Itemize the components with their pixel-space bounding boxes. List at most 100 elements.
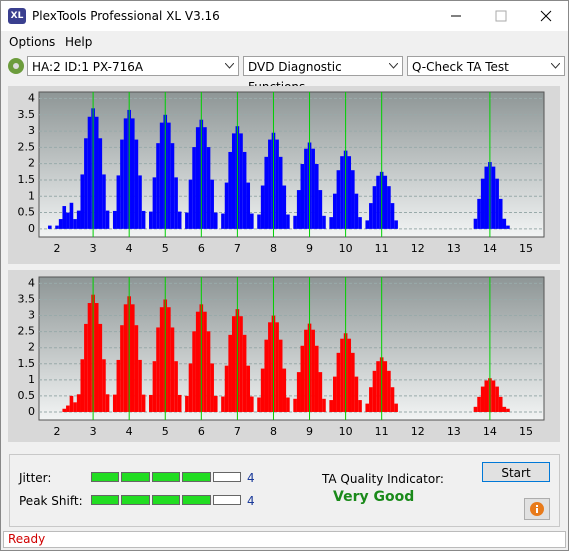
y-tick-label: 1 bbox=[28, 189, 35, 202]
bar bbox=[275, 139, 279, 229]
bar bbox=[141, 394, 146, 412]
status-bar: Ready bbox=[3, 531, 566, 548]
peak-shift-gauge bbox=[91, 495, 242, 505]
bar bbox=[210, 179, 214, 229]
bar bbox=[98, 138, 103, 229]
bar bbox=[293, 398, 297, 412]
bar bbox=[116, 359, 121, 412]
y-tick-label: 0 bbox=[28, 405, 35, 418]
bar bbox=[112, 394, 117, 412]
bar bbox=[87, 116, 92, 229]
ta-label: TA Quality Indicator: bbox=[322, 472, 444, 486]
bar bbox=[390, 387, 395, 412]
bar bbox=[123, 118, 128, 229]
drive-select[interactable]: HA:2 ID:1 PX-716A bbox=[27, 56, 239, 76]
start-button[interactable]: Start bbox=[482, 462, 550, 482]
y-tick-label: 0.5 bbox=[18, 389, 36, 402]
x-tick-label: 13 bbox=[447, 425, 461, 438]
bar bbox=[383, 175, 388, 229]
bar bbox=[224, 365, 229, 412]
bar bbox=[228, 151, 232, 229]
bar bbox=[311, 329, 315, 412]
bar bbox=[87, 303, 92, 412]
bar bbox=[336, 170, 341, 229]
bar bbox=[329, 217, 333, 229]
bar bbox=[159, 307, 164, 412]
x-tick-label: 4 bbox=[126, 242, 133, 255]
bar bbox=[112, 210, 117, 229]
bar bbox=[473, 218, 478, 229]
bar bbox=[242, 334, 247, 412]
gauge-segment bbox=[151, 472, 181, 482]
bar bbox=[231, 133, 236, 229]
x-tick-label: 11 bbox=[375, 242, 389, 255]
bar bbox=[282, 185, 287, 229]
bar bbox=[174, 177, 178, 229]
x-tick-label: 6 bbox=[198, 242, 205, 255]
bar bbox=[224, 182, 229, 229]
bar bbox=[48, 225, 52, 229]
peak-shift-label: Peak Shift: bbox=[19, 494, 83, 508]
x-tick-label: 15 bbox=[519, 425, 533, 438]
x-tick-label: 3 bbox=[90, 425, 97, 438]
bar bbox=[195, 311, 200, 412]
status-text: Ready bbox=[8, 532, 46, 546]
bar bbox=[195, 127, 200, 229]
y-tick-label: 1.5 bbox=[18, 357, 36, 370]
bar bbox=[491, 380, 496, 412]
gauge-segment bbox=[212, 495, 242, 505]
bar bbox=[268, 139, 272, 229]
gauge-segment bbox=[121, 472, 150, 482]
bar bbox=[260, 368, 265, 412]
bar bbox=[318, 190, 323, 229]
bar bbox=[257, 397, 261, 412]
bar bbox=[203, 127, 207, 229]
bar bbox=[347, 156, 352, 229]
gauge-segment bbox=[91, 472, 120, 482]
bar bbox=[304, 148, 308, 229]
bar bbox=[278, 339, 283, 412]
bar bbox=[203, 311, 207, 412]
x-tick-label: 15 bbox=[519, 242, 533, 255]
bar bbox=[149, 211, 153, 229]
menu-options[interactable]: Options bbox=[9, 35, 56, 49]
y-tick-label: 2.5 bbox=[18, 325, 36, 338]
gauge-segment bbox=[182, 495, 211, 505]
bar bbox=[228, 334, 232, 412]
jitter-chart: 4 3.5 3 2.5 2 1.5 1 0.5 0 2 3 4 5 6 7 8 9 10 11 12 13 14 15 bbox=[8, 86, 560, 264]
bar bbox=[506, 225, 510, 229]
drive-icon bbox=[8, 58, 24, 74]
window-controls[interactable] bbox=[441, 1, 568, 31]
bar bbox=[376, 361, 380, 412]
test-select[interactable]: Q-Check TA Test bbox=[407, 56, 565, 76]
x-tick-label: 13 bbox=[447, 242, 461, 255]
bar bbox=[394, 220, 398, 229]
bar bbox=[174, 361, 178, 412]
bar bbox=[84, 323, 88, 412]
bar bbox=[484, 166, 489, 229]
bar bbox=[210, 363, 214, 412]
title-bar: XL PlexTools Professional XL V3.16 bbox=[1, 1, 568, 31]
gauge-segment bbox=[151, 495, 181, 505]
bar bbox=[73, 402, 77, 412]
bar bbox=[491, 166, 496, 229]
info-button[interactable] bbox=[524, 498, 550, 520]
bar bbox=[66, 405, 70, 412]
x-tick-label: 6 bbox=[198, 425, 205, 438]
peak-shift-value: 4 bbox=[247, 494, 255, 508]
bar bbox=[98, 323, 103, 412]
bar bbox=[473, 406, 478, 412]
y-tick-label: 0 bbox=[28, 222, 35, 235]
jitter-gauge bbox=[91, 472, 242, 482]
gauge-segment bbox=[212, 472, 242, 482]
bar bbox=[495, 386, 499, 412]
bar bbox=[264, 339, 269, 412]
bar bbox=[506, 408, 510, 412]
bar bbox=[188, 363, 193, 412]
bar bbox=[354, 376, 359, 412]
function-select[interactable]: DVD Diagnostic Functions bbox=[243, 56, 403, 94]
bar bbox=[332, 376, 337, 412]
menu-help[interactable]: Help bbox=[65, 35, 93, 49]
bar bbox=[340, 338, 344, 412]
bar bbox=[246, 182, 251, 229]
